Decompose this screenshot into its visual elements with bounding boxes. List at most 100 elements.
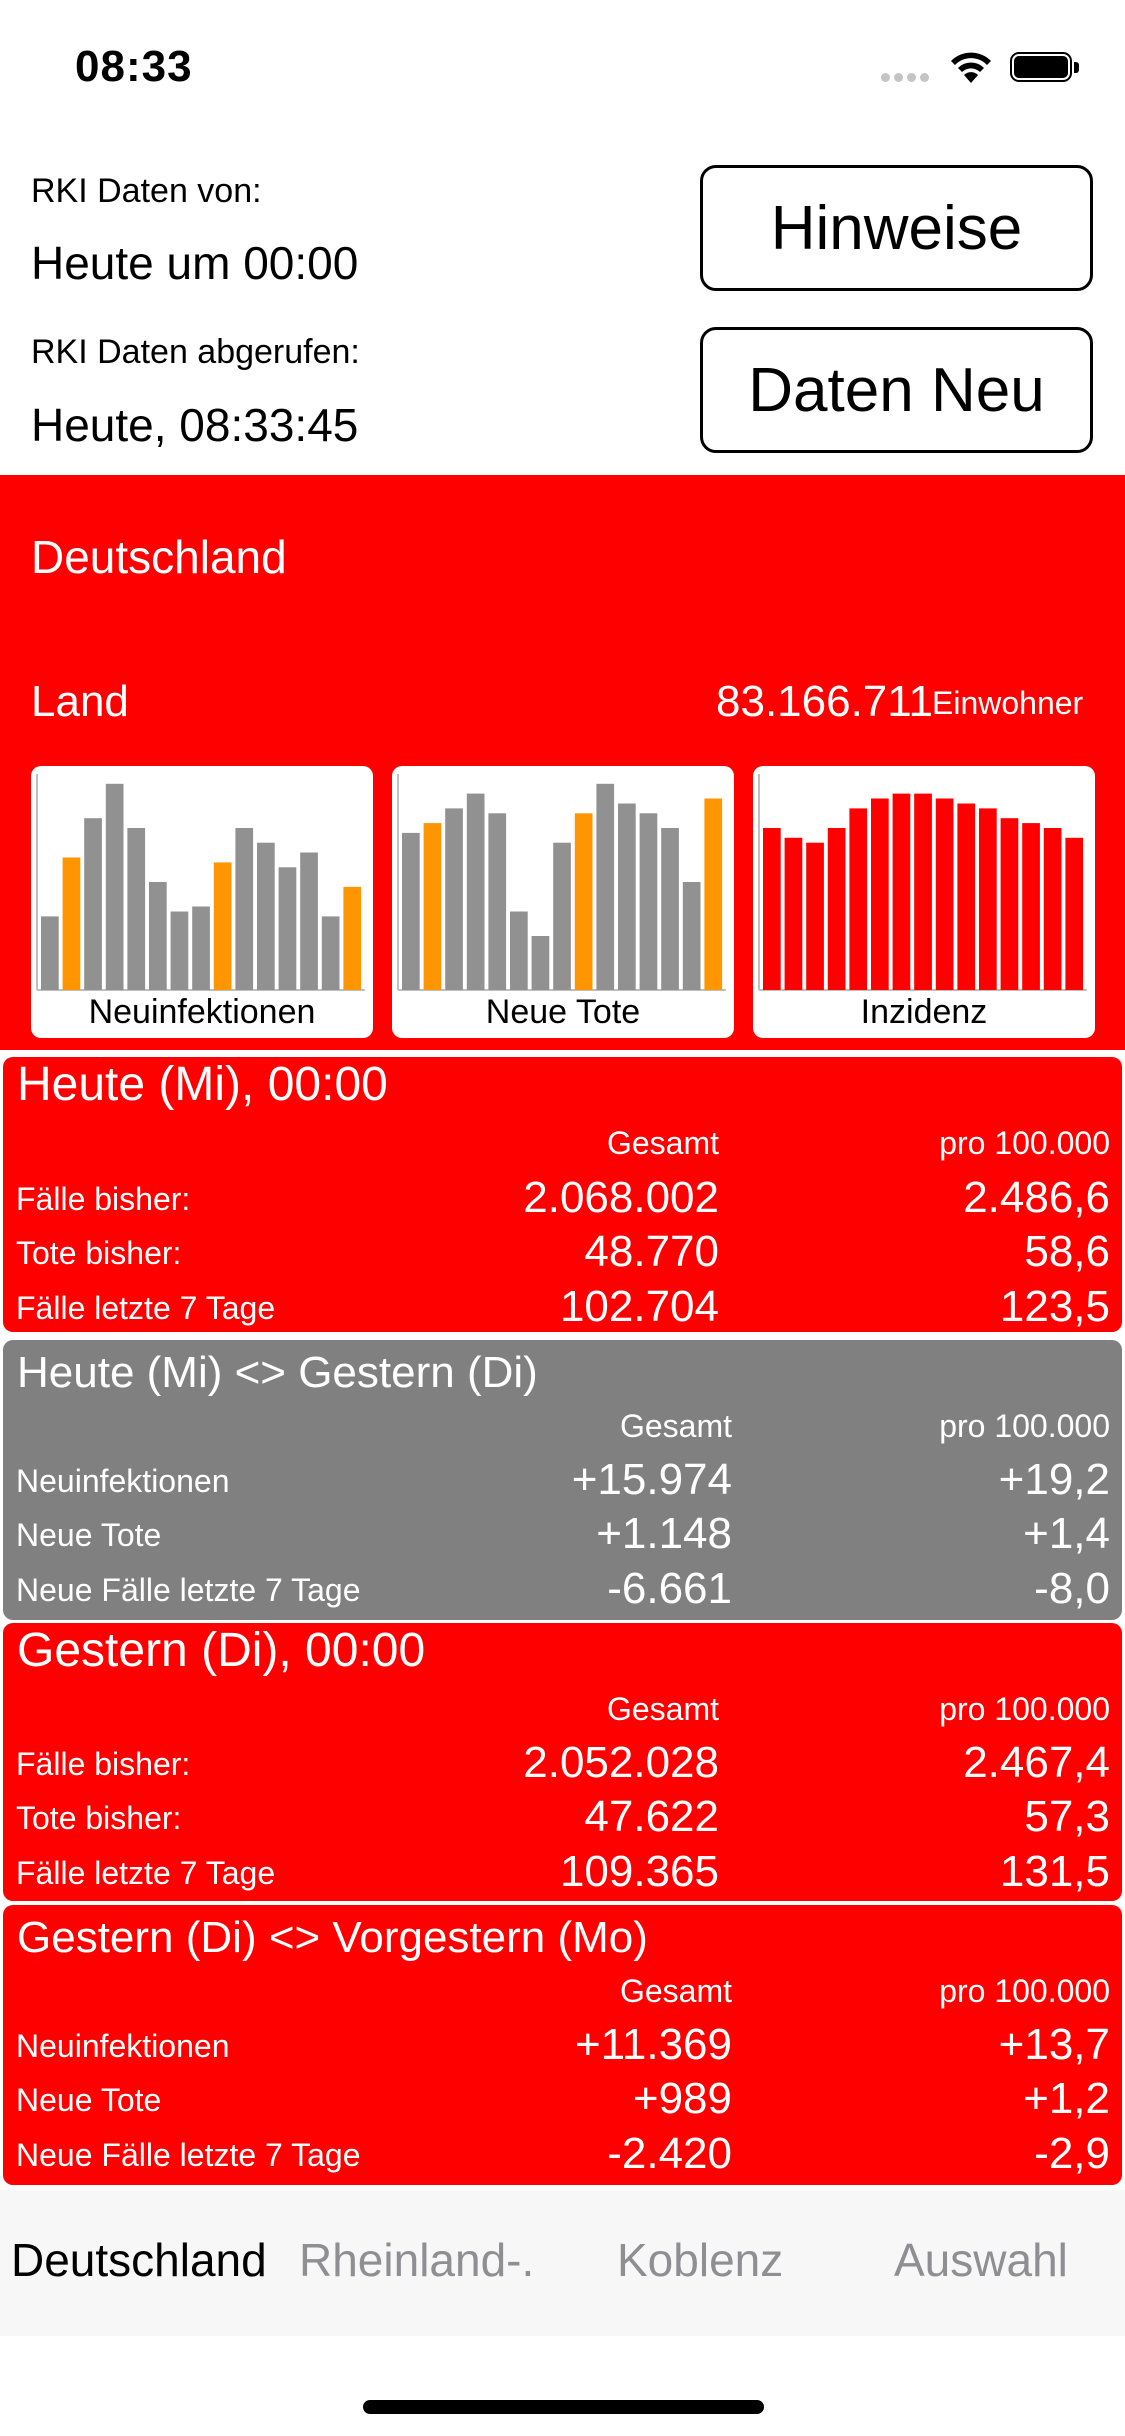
row-per100k: 58,6 <box>1024 1227 1110 1276</box>
today-vs-yesterday-block: Heute (Mi) <> Gestern (Di) Gesamt pro 10… <box>3 1340 1122 1620</box>
chart-bar <box>445 808 463 990</box>
chart-bar <box>41 916 59 990</box>
col-per100k-header: pro 100.000 <box>939 1408 1110 1444</box>
chart-bar <box>84 818 102 990</box>
new-deaths-chart-plot <box>397 774 726 991</box>
hints-button[interactable]: Hinweise <box>700 165 1093 291</box>
population-value: 83.166.711 <box>716 677 933 726</box>
row-total: 47.622 <box>584 1792 719 1841</box>
row-per100k: -8,0 <box>1034 1564 1110 1613</box>
data-date-label: RKI Daten von: <box>31 172 262 210</box>
row-total: 102.704 <box>559 1282 719 1331</box>
chart-bar <box>321 916 340 990</box>
row-label: Fälle letzte 7 Tage <box>16 1855 276 1891</box>
yesterday-stats-block: Gestern (Di), 00:00 Gesamt pro 100.000 F… <box>3 1623 1122 1901</box>
row-total: 109.365 <box>559 1847 719 1896</box>
chart-bar <box>596 783 615 990</box>
chart-bar <box>979 808 997 990</box>
row-label: Fälle bisher: <box>16 1181 191 1217</box>
battery-icon <box>1010 52 1080 84</box>
chart-bar <box>574 813 593 990</box>
chart-bar <box>849 808 868 990</box>
chart-bar <box>423 823 442 990</box>
chart-bar <box>531 936 550 990</box>
chart-bar <box>213 862 232 990</box>
block-title: Heute (Mi) <> Gestern (Di) <box>17 1348 538 1397</box>
row-per100k: 123,5 <box>999 1282 1110 1331</box>
chart-bar <box>639 813 658 990</box>
row-total: 2.052.028 <box>523 1738 719 1787</box>
cellular-signal-icon <box>880 60 935 90</box>
new-infections-chart[interactable]: Neuinfektionen <box>31 766 373 1038</box>
chart-bar <box>488 813 507 990</box>
row-per100k: 2.467,4 <box>963 1738 1110 1787</box>
chart-bar <box>149 882 167 990</box>
chart-bar <box>192 906 210 990</box>
row-label: Tote bisher: <box>16 1800 182 1836</box>
chart-bar <box>957 803 976 990</box>
chart-bar <box>806 842 824 990</box>
incidence-chart[interactable]: Inzidenz <box>753 766 1095 1038</box>
chart-bar <box>105 783 124 990</box>
chart-bar <box>235 828 254 990</box>
incidence-chart-plot <box>758 774 1087 991</box>
chart-bar <box>784 837 803 990</box>
row-per100k: +1,2 <box>1023 2074 1110 2123</box>
col-per100k-header: pro 100.000 <box>939 1973 1110 2009</box>
tab-koblenz[interactable]: Koblenz <box>617 2234 784 2286</box>
row-total: +11.369 <box>574 2020 732 2069</box>
wifi-icon <box>951 52 991 83</box>
col-total-header: Gesamt <box>606 1125 719 1161</box>
chart-bar <box>763 828 781 990</box>
status-time: 08:33 <box>75 42 193 91</box>
retrieved-label: RKI Daten abgerufen: <box>31 333 360 371</box>
yesterday-vs-daybefore-block: Gestern (Di) <> Vorgestern (Mo) Gesamt p… <box>3 1905 1122 2185</box>
row-per100k: 131,5 <box>999 1847 1110 1896</box>
row-label: Neuinfektionen <box>16 1463 230 1499</box>
tab-bar <box>0 2190 1125 2336</box>
tab-rheinland[interactable]: Rheinland-. <box>299 2234 535 2286</box>
row-per100k: +1,4 <box>1023 1509 1110 1558</box>
col-per100k-header: pro 100.000 <box>939 1125 1110 1161</box>
row-total: -2.420 <box>607 2129 732 2178</box>
row-per100k: +13,7 <box>998 2020 1110 2069</box>
row-per100k: +19,2 <box>998 1455 1110 1504</box>
chart-bar <box>1043 828 1062 990</box>
chart-bar <box>1065 837 1084 990</box>
region-type-label: Land <box>31 677 129 726</box>
block-title: Heute (Mi), 00:00 <box>17 1058 388 1111</box>
home-indicator <box>363 2400 764 2414</box>
new-deaths-chart[interactable]: Neue Tote <box>392 766 734 1038</box>
chart-bar <box>127 828 146 990</box>
refresh-data-button[interactable]: Daten Neu <box>700 327 1093 453</box>
col-total-header: Gesamt <box>606 1691 719 1727</box>
row-label: Neuinfektionen <box>16 2028 230 2064</box>
chart-bar <box>935 798 954 990</box>
chart-bar <box>278 867 297 990</box>
row-total: +989 <box>632 2074 732 2123</box>
chart-bar <box>343 886 362 990</box>
tab-deutschland[interactable]: Deutschland <box>11 2234 267 2286</box>
row-total: +15.974 <box>571 1455 732 1504</box>
today-stats-block: Heute (Mi), 00:00 Gesamt pro 100.000 Fäl… <box>3 1057 1122 1332</box>
chart-bar <box>170 911 189 990</box>
chart-bar <box>553 842 571 990</box>
new-deaths-chart-caption: Neue Tote <box>485 993 641 1031</box>
row-total: 2.068.002 <box>523 1173 719 1222</box>
row-per100k: 2.486,6 <box>963 1173 1110 1222</box>
row-label: Neue Fälle letzte 7 Tage <box>16 1572 361 1608</box>
block-title: Gestern (Di) <> Vorgestern (Mo) <box>17 1913 648 1962</box>
region-name: Deutschland <box>31 531 287 583</box>
chart-bar <box>704 798 723 990</box>
chart-bar <box>257 842 275 990</box>
row-label: Neue Tote <box>16 1517 162 1553</box>
row-total: 48.770 <box>584 1227 719 1276</box>
tab-auswahl[interactable]: Auswahl <box>894 2234 1068 2286</box>
new-infections-chart-plot <box>36 774 365 991</box>
row-label: Tote bisher: <box>16 1235 182 1271</box>
chart-bar <box>62 857 81 990</box>
chart-bar <box>871 798 889 990</box>
row-per100k: -2,9 <box>1034 2129 1110 2178</box>
col-per100k-header: pro 100.000 <box>939 1691 1110 1727</box>
chart-bar <box>618 803 636 990</box>
